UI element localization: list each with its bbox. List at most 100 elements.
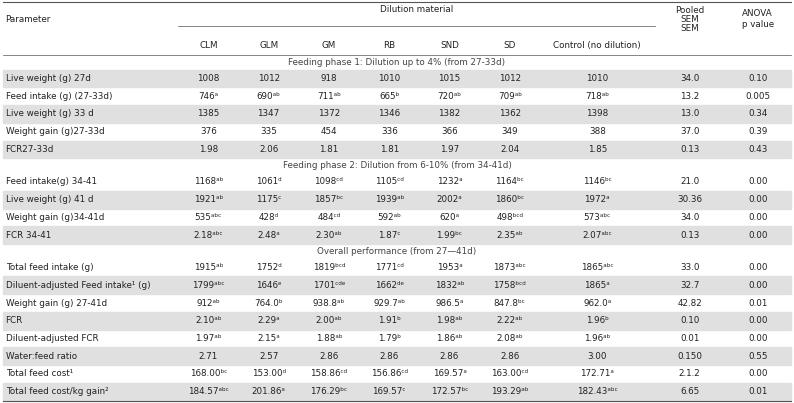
Text: 1.97ᵃᵇ: 1.97ᵃᵇ bbox=[195, 334, 222, 343]
Text: 1.98: 1.98 bbox=[198, 145, 218, 154]
Text: 1865ᵃ: 1865ᵃ bbox=[584, 281, 611, 290]
Text: 711ᵃᵇ: 711ᵃᵇ bbox=[317, 92, 341, 101]
Text: Feeding phase 1: Dilution up to 4% (from 27-33d): Feeding phase 1: Dilution up to 4% (from… bbox=[288, 58, 506, 67]
Text: 201.86ᵃ: 201.86ᵃ bbox=[252, 387, 286, 396]
Text: 1921ᵃᵇ: 1921ᵃᵇ bbox=[194, 195, 223, 204]
Bar bbox=[3, 383, 791, 401]
Text: 0.13: 0.13 bbox=[680, 231, 700, 240]
Text: 428ᵈ: 428ᵈ bbox=[259, 213, 279, 222]
Text: 1662ᵈᵉ: 1662ᵈᵉ bbox=[375, 281, 404, 290]
Text: 1098ᶜᵈ: 1098ᶜᵈ bbox=[314, 177, 343, 187]
Text: 2.86: 2.86 bbox=[440, 352, 459, 361]
Text: SEM: SEM bbox=[680, 15, 699, 23]
Text: 0.01: 0.01 bbox=[748, 299, 768, 307]
Text: 2002ᵃ: 2002ᵃ bbox=[437, 195, 462, 204]
Text: FCR: FCR bbox=[6, 316, 23, 325]
Text: 1.81: 1.81 bbox=[380, 145, 399, 154]
Text: 720ᵃᵇ: 720ᵃᵇ bbox=[437, 92, 461, 101]
Text: 336: 336 bbox=[381, 127, 398, 136]
Text: 962.0ᵃ: 962.0ᵃ bbox=[583, 299, 611, 307]
Text: 2.07ᵃᵇᶜ: 2.07ᵃᵇᶜ bbox=[583, 231, 612, 240]
Bar bbox=[3, 105, 791, 123]
Text: Overall performance (from 27—41d): Overall performance (from 27—41d) bbox=[318, 247, 476, 256]
Text: 718ᵃᵇ: 718ᵃᵇ bbox=[585, 92, 609, 101]
Text: 182.43ᵃᵇᶜ: 182.43ᵃᵇᶜ bbox=[577, 387, 618, 396]
Bar bbox=[3, 312, 791, 330]
Text: Pooled: Pooled bbox=[675, 6, 704, 15]
Text: SND: SND bbox=[440, 41, 459, 50]
Bar bbox=[3, 226, 791, 244]
Text: 2.18ᵃᵇᶜ: 2.18ᵃᵇᶜ bbox=[194, 231, 223, 240]
Text: 0.00: 0.00 bbox=[748, 281, 768, 290]
Text: 2.04: 2.04 bbox=[500, 145, 519, 154]
Text: 918: 918 bbox=[321, 74, 337, 83]
Text: Feeding phase 2: Dilution from 6-10% (from 34-41d): Feeding phase 2: Dilution from 6-10% (fr… bbox=[283, 161, 511, 170]
Text: Water:feed ratio: Water:feed ratio bbox=[6, 352, 77, 361]
Bar bbox=[3, 70, 791, 87]
Text: SEM: SEM bbox=[680, 23, 699, 33]
Text: 1010: 1010 bbox=[586, 74, 608, 83]
Text: 0.00: 0.00 bbox=[748, 334, 768, 343]
Text: 1939ᵃᵇ: 1939ᵃᵇ bbox=[375, 195, 404, 204]
Text: 1010: 1010 bbox=[378, 74, 400, 83]
Text: 0.00: 0.00 bbox=[748, 263, 768, 272]
Text: GM: GM bbox=[322, 41, 336, 50]
Text: 366: 366 bbox=[441, 127, 458, 136]
Text: 1.98ᵃᵇ: 1.98ᵃᵇ bbox=[436, 316, 463, 325]
Text: 2.08ᵃᵇ: 2.08ᵃᵇ bbox=[496, 334, 523, 343]
Text: FCR 34-41: FCR 34-41 bbox=[6, 231, 51, 240]
Text: 1860ᵇᶜ: 1860ᵇᶜ bbox=[495, 195, 524, 204]
Text: 1.99ᵇᶜ: 1.99ᵇᶜ bbox=[437, 231, 463, 240]
Text: Total feed cost/kg gain²: Total feed cost/kg gain² bbox=[6, 387, 108, 396]
Text: 13.0: 13.0 bbox=[680, 110, 700, 118]
Text: 2.71: 2.71 bbox=[198, 352, 218, 361]
Text: 498ᵇᶜᵈ: 498ᵇᶜᵈ bbox=[496, 213, 523, 222]
Text: 0.01: 0.01 bbox=[680, 334, 700, 343]
Text: Dilution material: Dilution material bbox=[380, 5, 453, 14]
Text: 1061ᵈ: 1061ᵈ bbox=[256, 177, 281, 187]
Text: 2.1.2: 2.1.2 bbox=[679, 370, 700, 378]
Text: 1.87ᶜ: 1.87ᶜ bbox=[378, 231, 400, 240]
Text: 13.2: 13.2 bbox=[680, 92, 700, 101]
Text: 2.15ᵃ: 2.15ᵃ bbox=[257, 334, 280, 343]
Text: 1.97: 1.97 bbox=[440, 145, 459, 154]
Text: 21.0: 21.0 bbox=[680, 177, 700, 187]
Text: 1701ᶜᵈᵉ: 1701ᶜᵈᵉ bbox=[313, 281, 345, 290]
Text: 1175ᶜ: 1175ᶜ bbox=[256, 195, 281, 204]
Text: 1972ᵃ: 1972ᵃ bbox=[584, 195, 610, 204]
Text: 1008: 1008 bbox=[197, 74, 219, 83]
Text: 30.36: 30.36 bbox=[677, 195, 702, 204]
Text: 0.00: 0.00 bbox=[748, 231, 768, 240]
Text: SD: SD bbox=[503, 41, 516, 50]
Text: 6.65: 6.65 bbox=[680, 387, 700, 396]
Text: ANOVA: ANOVA bbox=[742, 9, 773, 18]
Text: GLM: GLM bbox=[259, 41, 278, 50]
Text: 163.00ᶜᵈ: 163.00ᶜᵈ bbox=[491, 370, 528, 378]
Text: 454: 454 bbox=[321, 127, 337, 136]
Text: 1232ᵃ: 1232ᵃ bbox=[437, 177, 462, 187]
Text: 690ᵃᵇ: 690ᵃᵇ bbox=[256, 92, 280, 101]
Text: 665ᵇ: 665ᵇ bbox=[379, 92, 399, 101]
Bar bbox=[3, 276, 791, 294]
Text: 0.43: 0.43 bbox=[748, 145, 768, 154]
Text: 0.00: 0.00 bbox=[748, 370, 768, 378]
Text: 168.00ᵇᶜ: 168.00ᵇᶜ bbox=[190, 370, 227, 378]
Text: 1164ᵇᶜ: 1164ᵇᶜ bbox=[495, 177, 524, 187]
Text: 573ᵃᵇᶜ: 573ᵃᵇᶜ bbox=[584, 213, 611, 222]
Text: 484ᶜᵈ: 484ᶜᵈ bbox=[318, 213, 341, 222]
Text: 1646ᵉ: 1646ᵉ bbox=[256, 281, 281, 290]
Text: 1758ᵇᶜᵈ: 1758ᵇᶜᵈ bbox=[493, 281, 526, 290]
Text: 153.00ᵈ: 153.00ᵈ bbox=[252, 370, 286, 378]
Text: 929.7ᵃᵇ: 929.7ᵃᵇ bbox=[373, 299, 405, 307]
Text: 0.150: 0.150 bbox=[677, 352, 702, 361]
Bar bbox=[3, 347, 791, 365]
Text: 34.0: 34.0 bbox=[680, 74, 700, 83]
Text: Feed intake(g) 34-41: Feed intake(g) 34-41 bbox=[6, 177, 97, 187]
Text: 620ᵃ: 620ᵃ bbox=[439, 213, 460, 222]
Text: 1105ᶜᵈ: 1105ᶜᵈ bbox=[375, 177, 403, 187]
Text: Parameter: Parameter bbox=[6, 15, 51, 23]
Text: 0.34: 0.34 bbox=[748, 110, 768, 118]
Text: 1.79ᵇ: 1.79ᵇ bbox=[378, 334, 401, 343]
Text: 0.00: 0.00 bbox=[748, 195, 768, 204]
Text: 938.8ᵃᵇ: 938.8ᵃᵇ bbox=[313, 299, 345, 307]
